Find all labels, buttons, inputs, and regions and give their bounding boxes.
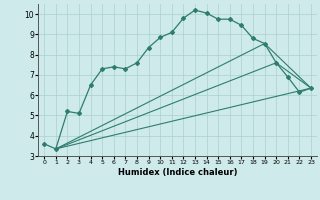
- X-axis label: Humidex (Indice chaleur): Humidex (Indice chaleur): [118, 168, 237, 177]
